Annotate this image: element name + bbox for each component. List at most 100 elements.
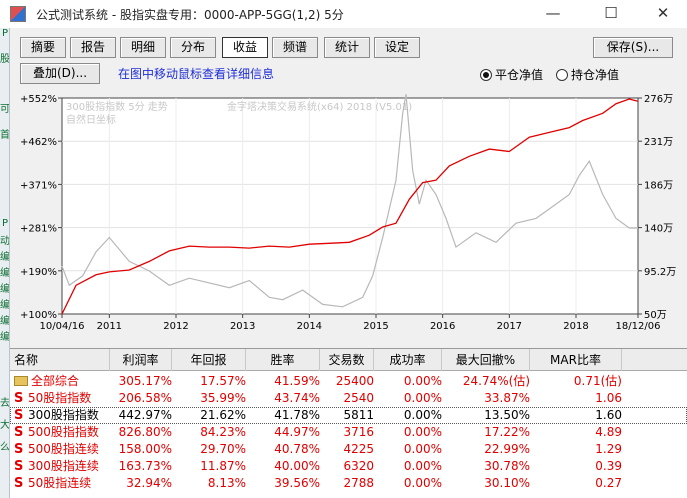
- table-row[interactable]: S 50股指指数 206.58% 35.99% 43.74% 2540 0.00% 33.87…: [10, 390, 687, 407]
- row-success-cell: 0.00%: [403, 425, 442, 439]
- tab-spectrum[interactable]: 频谱: [272, 37, 318, 58]
- row-mar-cell: 4.89: [595, 425, 622, 439]
- row-annual-cell: 21.62%: [200, 408, 246, 422]
- background-glyph: P: [1, 218, 9, 229]
- close-button[interactable]: ✕: [656, 4, 670, 22]
- x-tick-label: 2013: [230, 321, 255, 332]
- radio-flat-label: 平仓净值: [495, 68, 544, 82]
- plot-area: [61, 97, 639, 315]
- row-annual-cell: 11.87%: [200, 459, 246, 473]
- tab-detail[interactable]: 明细: [120, 37, 166, 58]
- background-glyph: 编: [0, 284, 10, 295]
- tab-report[interactable]: 报告: [70, 37, 116, 58]
- tab-summary[interactable]: 摘要: [20, 37, 66, 58]
- results-table[interactable]: 名称 利润率 年回报 胜率 交易数 成功率 最大回撤% MAR比率 全部综合 305.17% 17…: [10, 348, 687, 498]
- background-glyph: 首: [0, 130, 10, 141]
- tab-returns[interactable]: 收益: [222, 37, 268, 58]
- background-glyph: P: [1, 28, 9, 39]
- row-profit-cell: 442.97%: [118, 408, 172, 422]
- chart-legend-line: 自然日坐标: [66, 113, 116, 126]
- row-name-cell: S 50股指指数: [14, 390, 110, 407]
- client-area: 摘要 报告 明细 分布 收益 频谱 统计 设定 保存(S)... 叠加(D)..…: [10, 28, 687, 498]
- row-name: 300股指连续: [28, 459, 99, 473]
- table-row[interactable]: S 500股指指数 826.80% 84.23% 44.97% 3716 0.00% 17.2…: [10, 424, 687, 441]
- background-glyph: 去: [0, 398, 10, 409]
- tab-distribution[interactable]: 分布: [170, 37, 216, 58]
- row-name-cell: S 300股指连续: [14, 458, 110, 475]
- background-glyph: 股: [0, 54, 10, 65]
- radio-dot-checked[interactable]: [480, 69, 492, 81]
- row-annual-cell: 29.70%: [200, 442, 246, 456]
- y-tick-label-right: 186万: [644, 180, 673, 191]
- x-tick-label: 18/12/06: [616, 321, 661, 332]
- y-tick-label-left: +281%: [20, 224, 57, 235]
- y-tick-label-left: +371%: [20, 180, 57, 191]
- radio-flat-equity[interactable]: 平仓净值: [480, 66, 543, 82]
- column-header[interactable]: 名称: [10, 349, 110, 371]
- row-mar-cell: 0.39: [595, 459, 622, 473]
- column-header[interactable]: MAR比率: [530, 349, 622, 371]
- radio-hold-equity[interactable]: 持仓净值: [556, 66, 619, 82]
- background-glyph: 编: [0, 252, 10, 263]
- row-success-cell: 0.00%: [403, 476, 442, 490]
- row-success-cell: 0.00%: [403, 459, 442, 473]
- tab-statistics[interactable]: 统计: [324, 37, 370, 58]
- row-name: 50股指连续: [28, 476, 92, 490]
- row-dd-cell: 17.22%: [484, 425, 530, 439]
- minimize-button[interactable]: —: [545, 4, 561, 22]
- row-trades-cell: 3716: [343, 425, 374, 439]
- row-success-cell: 0.00%: [403, 391, 442, 405]
- overlay-button[interactable]: 叠加(D)...: [20, 63, 100, 84]
- row-win-cell: 41.78%: [274, 408, 320, 422]
- column-header[interactable]: 利润率: [110, 349, 172, 371]
- row-mar-cell: 1.06: [595, 391, 622, 405]
- column-header[interactable]: 最大回撤%: [442, 349, 530, 371]
- row-annual-cell: 35.99%: [200, 391, 246, 405]
- hint-text: 在图中移动鼠标查看详细信息: [118, 67, 275, 81]
- y-tick-label-left: +100%: [20, 310, 57, 321]
- row-dd-cell: 13.50%: [484, 408, 530, 422]
- row-profit-cell: 32.94%: [126, 476, 172, 490]
- equity-chart-svg[interactable]: +552% 276万 +462% 231万 +371% 186万 +281% 140万 +190…: [10, 88, 687, 346]
- window-title: 公式测试系统 - 股指实盘专用：0000-APP-5GG(1,2) 5分: [36, 8, 344, 22]
- row-success-cell: 0.00%: [403, 374, 442, 388]
- x-tick-label: 2017: [497, 321, 522, 332]
- row-dd-cell: 22.99%: [484, 442, 530, 456]
- row-trades-cell: 5811: [343, 408, 374, 422]
- table-row[interactable]: S 500股指连续 158.00% 29.70% 40.78% 4225 0.00% 22.9…: [10, 441, 687, 458]
- equity-chart[interactable]: +552% 276万 +462% 231万 +371% 186万 +281% 140万 +190…: [10, 88, 687, 346]
- background-glyph: 可: [0, 104, 10, 115]
- y-tick-label-right: 276万: [644, 94, 673, 105]
- row-win-cell: 43.74%: [274, 391, 320, 405]
- row-name-cell: 全部综合: [14, 373, 110, 390]
- table-row[interactable]: S 300股指连续 163.73% 11.87% 40.00% 6320 0.00% 30.7…: [10, 458, 687, 475]
- tab-settings[interactable]: 设定: [374, 37, 420, 58]
- column-header[interactable]: 年回报: [172, 349, 246, 371]
- row-name: 50股指指数: [28, 391, 92, 405]
- table-row[interactable]: 全部综合 305.17% 17.57% 41.59% 25400 0.00% 24.74%(…: [10, 373, 687, 390]
- row-win-cell: 40.78%: [274, 442, 320, 456]
- background-glyph: 编: [0, 300, 10, 311]
- row-name: 500股指指数: [28, 425, 99, 439]
- background-glyph: 编: [0, 268, 10, 279]
- x-tick-label: 2012: [163, 321, 188, 332]
- row-win-cell: 39.56%: [274, 476, 320, 490]
- row-name-cell: S 50股指连续: [14, 475, 110, 492]
- column-header[interactable]: 成功率: [374, 349, 442, 371]
- radio-hold-label: 持仓净值: [571, 68, 620, 82]
- table-row[interactable]: S 300股指指数 442.97% 21.62% 41.78% 5811 0.00% 13.5…: [10, 407, 687, 424]
- save-button[interactable]: 保存(S)...: [593, 37, 673, 58]
- column-header[interactable]: 胜率: [246, 349, 320, 371]
- row-trades-cell: 6320: [343, 459, 374, 473]
- table-row[interactable]: S 50股指连续 32.94% 8.13% 39.56% 2788 0.00% 30.10% 0…: [10, 475, 687, 492]
- row-annual-cell: 84.23%: [200, 425, 246, 439]
- y-tick-label-right: 95.2万: [644, 267, 676, 278]
- table-header: 名称 利润率 年回报 胜率 交易数 成功率 最大回撤% MAR比率: [10, 349, 687, 371]
- row-profit-cell: 826.80%: [118, 425, 172, 439]
- column-header[interactable]: 交易数: [320, 349, 374, 371]
- s-icon: S: [14, 476, 24, 491]
- maximize-button[interactable]: ☐: [604, 4, 618, 22]
- radio-dot-unchecked[interactable]: [556, 69, 568, 81]
- row-win-cell: 40.00%: [274, 459, 320, 473]
